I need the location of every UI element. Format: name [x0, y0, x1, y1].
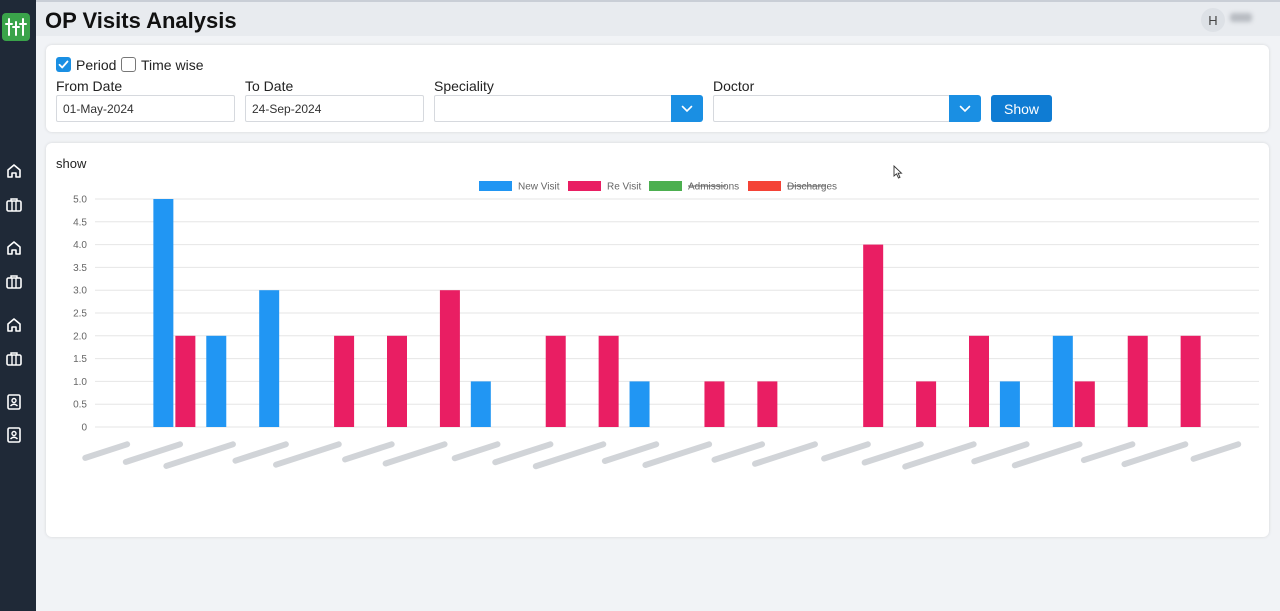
- x-tick-label-blurred: [821, 441, 871, 462]
- bar-re-visit[interactable]: [1127, 335, 1148, 427]
- page-title: OP Visits Analysis: [45, 8, 237, 33]
- top-bar: OP Visits Analysis H: [36, 0, 1280, 36]
- from-date-label: From Date: [56, 78, 123, 94]
- show-button[interactable]: Show: [991, 95, 1052, 122]
- bar-re-visit[interactable]: [969, 335, 989, 427]
- x-tick-label-blurred: [1190, 441, 1242, 462]
- speciality-label: Speciality: [434, 78, 494, 94]
- bar-re-visit[interactable]: [387, 335, 407, 427]
- to-date-label: To Date: [245, 78, 294, 94]
- bar-new-visit[interactable]: [470, 381, 491, 427]
- chevron-down-icon: [959, 105, 971, 112]
- legend-swatch[interactable]: [748, 181, 781, 191]
- y-tick-label: 3.5: [73, 263, 87, 274]
- x-tick-label-blurred: [82, 441, 131, 461]
- x-tick-label-blurred: [601, 441, 660, 464]
- period-label[interactable]: Period: [76, 57, 117, 73]
- briefcase-icon[interactable]: [5, 272, 23, 290]
- bar-re-visit[interactable]: [598, 335, 619, 427]
- y-tick-label: 5.0: [73, 195, 87, 206]
- x-tick-label-blurred: [642, 441, 713, 469]
- bar-re-visit[interactable]: [757, 381, 778, 427]
- doctor-select[interactable]: [713, 95, 950, 122]
- x-tick-label-blurred: [232, 441, 289, 464]
- y-tick-label: 4.5: [73, 217, 87, 228]
- bar-new-visit[interactable]: [1052, 335, 1073, 427]
- x-tick-label-blurred: [451, 441, 501, 462]
- x-tick-label-blurred: [163, 441, 236, 469]
- x-tick-label-blurred: [861, 441, 924, 466]
- bar-re-visit[interactable]: [1180, 335, 1201, 427]
- y-tick-label: 2.5: [73, 309, 87, 320]
- y-tick-label: 2.0: [73, 331, 87, 342]
- app-logo-icon[interactable]: [2, 13, 30, 41]
- bar-re-visit[interactable]: [545, 335, 566, 427]
- bar-re-visit[interactable]: [863, 244, 884, 427]
- contact-book-icon[interactable]: [5, 426, 23, 444]
- bar-re-visit[interactable]: [1074, 381, 1095, 427]
- x-tick-label-blurred: [1121, 441, 1189, 468]
- bar-re-visit[interactable]: [334, 335, 355, 427]
- contact-book-icon[interactable]: [5, 393, 23, 411]
- legend-label[interactable]: Discharges: [787, 182, 837, 193]
- x-tick-label-blurred: [752, 441, 818, 467]
- from-date-input[interactable]: [56, 95, 235, 122]
- x-tick-label-blurred: [273, 441, 342, 468]
- chart-panel: show 0 0.5 1.0 1.5 2.0 2.5 3.0 3.5 4.0 4.5 5.0 New…: [46, 143, 1269, 537]
- x-tick-label-blurred: [532, 441, 607, 470]
- y-tick-label: 4.0: [73, 240, 87, 251]
- x-tick-label-blurred: [711, 441, 766, 463]
- bar-chart: 0 0.5 1.0 1.5 2.0 2.5 3.0 3.5 4.0 4.5 5.0 New Visi…: [73, 181, 1259, 470]
- legend-swatch[interactable]: [479, 181, 512, 191]
- bar-re-visit[interactable]: [175, 335, 196, 427]
- user-name-blurred: [1230, 13, 1252, 22]
- legend-swatch[interactable]: [568, 181, 601, 191]
- x-tick-label-blurred: [342, 441, 395, 463]
- bar-re-visit[interactable]: [916, 381, 937, 427]
- y-tick-label: 1.0: [73, 377, 87, 388]
- x-tick-label-blurred: [492, 441, 554, 466]
- legend-label[interactable]: Admissions: [688, 182, 739, 193]
- filter-panel: Period Time wise From Date To Date Speci…: [46, 45, 1269, 132]
- x-tick-label-blurred: [971, 441, 1030, 465]
- avatar[interactable]: H: [1201, 8, 1225, 32]
- x-tick-label-blurred: [1011, 441, 1083, 469]
- x-tick-label-blurred: [1080, 441, 1136, 464]
- doctor-label: Doctor: [713, 78, 755, 94]
- y-tick-label: 0.5: [73, 400, 87, 411]
- chevron-down-icon: [681, 105, 693, 112]
- bar-new-visit[interactable]: [259, 290, 280, 427]
- sidebar: [0, 0, 36, 611]
- legend-label[interactable]: Re Visit: [607, 182, 641, 193]
- legend-swatch[interactable]: [649, 181, 682, 191]
- speciality-select[interactable]: [434, 95, 672, 122]
- bar-new-visit[interactable]: [999, 381, 1020, 427]
- to-date-input[interactable]: [245, 95, 424, 122]
- bar-new-visit[interactable]: [153, 199, 174, 427]
- y-tick-label: 3.0: [73, 286, 87, 297]
- home-icon[interactable]: [5, 239, 23, 257]
- briefcase-icon[interactable]: [5, 349, 23, 367]
- bar-re-visit[interactable]: [704, 381, 725, 427]
- doctor-dropdown-button[interactable]: [949, 95, 981, 122]
- x-tick-label-blurred: [382, 441, 448, 467]
- bar-re-visit[interactable]: [439, 290, 460, 427]
- timewise-label[interactable]: Time wise: [141, 57, 204, 73]
- home-icon[interactable]: [5, 316, 23, 334]
- x-tick-label-blurred: [902, 441, 977, 470]
- y-tick-label: 0: [81, 423, 87, 434]
- speciality-dropdown-button[interactable]: [671, 95, 703, 122]
- mouse-cursor-icon: [893, 165, 903, 179]
- x-tick-label-blurred: [122, 441, 184, 465]
- period-checkbox[interactable]: [56, 57, 71, 72]
- legend-label[interactable]: New Visit: [518, 182, 560, 193]
- briefcase-icon[interactable]: [5, 195, 23, 213]
- bar-new-visit[interactable]: [206, 335, 227, 427]
- y-tick-label: 1.5: [73, 354, 87, 365]
- bar-new-visit[interactable]: [629, 381, 650, 427]
- home-icon[interactable]: [5, 162, 23, 180]
- timewise-checkbox[interactable]: [121, 57, 136, 72]
- chart-section-title: show: [56, 156, 87, 171]
- checkmark-icon: [58, 60, 69, 69]
